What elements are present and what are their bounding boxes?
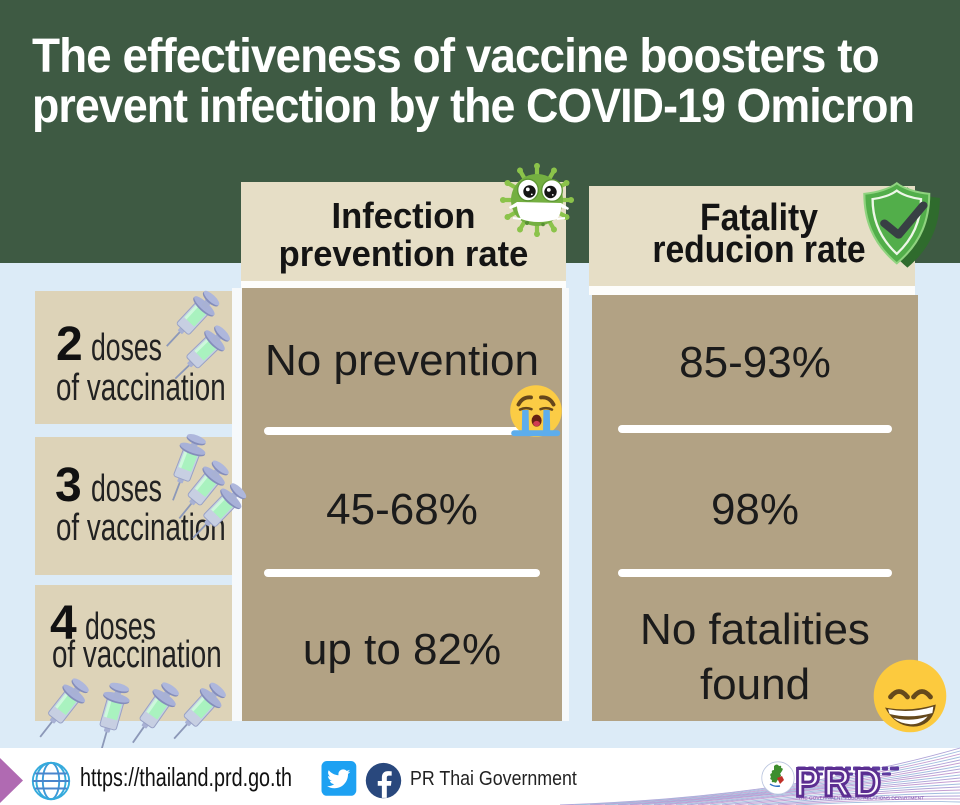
svg-text:PRD: PRD [795, 761, 885, 805]
svg-text:THE GOVERNMENT PUBLIC RELATION: THE GOVERNMENT PUBLIC RELATIONS DEPARTME… [798, 796, 924, 802]
